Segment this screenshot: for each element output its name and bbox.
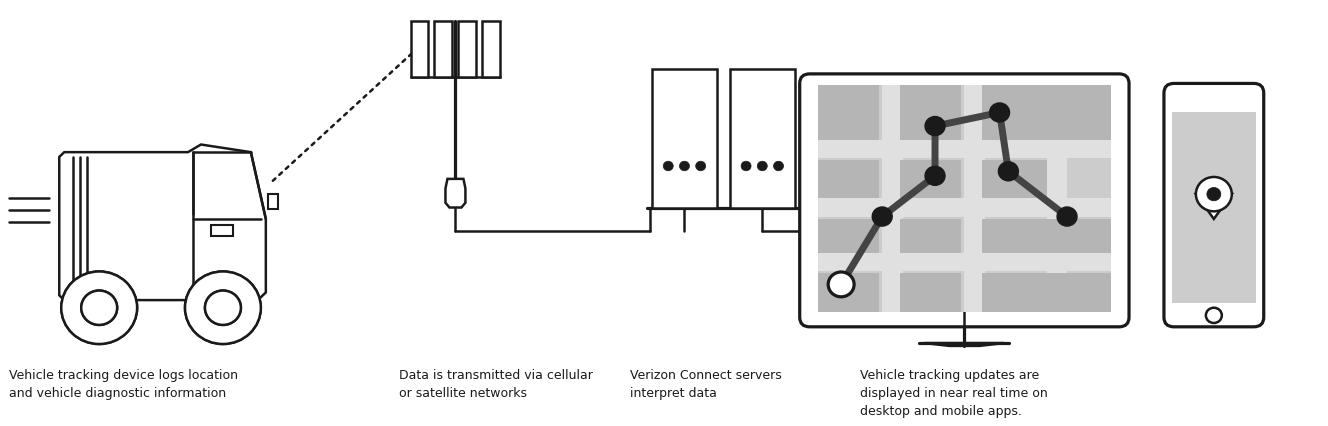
- Bar: [211, 225, 232, 236]
- Bar: [900, 161, 961, 199]
- Circle shape: [741, 162, 752, 171]
- Polygon shape: [1197, 195, 1232, 219]
- Bar: [818, 219, 879, 253]
- Bar: [1046, 86, 1068, 312]
- Bar: [882, 86, 903, 312]
- Circle shape: [872, 207, 892, 227]
- Circle shape: [205, 291, 240, 325]
- Bar: [981, 161, 1046, 199]
- FancyBboxPatch shape: [1163, 84, 1264, 327]
- Bar: [1171, 113, 1256, 303]
- Circle shape: [757, 162, 768, 171]
- FancyBboxPatch shape: [799, 75, 1129, 327]
- Circle shape: [663, 162, 673, 171]
- Circle shape: [205, 291, 240, 325]
- Circle shape: [81, 291, 117, 325]
- Circle shape: [61, 272, 137, 344]
- Polygon shape: [60, 145, 266, 300]
- Circle shape: [1206, 308, 1222, 323]
- Circle shape: [696, 162, 705, 171]
- Circle shape: [829, 272, 854, 297]
- Circle shape: [999, 162, 1019, 181]
- Circle shape: [81, 291, 117, 325]
- Bar: [818, 253, 1112, 271]
- Circle shape: [926, 117, 946, 136]
- Circle shape: [680, 162, 689, 171]
- Bar: [818, 199, 1112, 217]
- Bar: [652, 70, 717, 208]
- Circle shape: [61, 272, 137, 344]
- Bar: [410, 22, 429, 78]
- Circle shape: [185, 272, 260, 344]
- Bar: [458, 22, 477, 78]
- Circle shape: [185, 272, 260, 344]
- Bar: [268, 195, 278, 210]
- Bar: [818, 273, 879, 312]
- Circle shape: [926, 167, 946, 186]
- Bar: [434, 22, 453, 78]
- Bar: [818, 86, 879, 140]
- Circle shape: [1057, 207, 1077, 227]
- Bar: [981, 219, 1112, 253]
- Circle shape: [1207, 188, 1220, 201]
- Circle shape: [1197, 178, 1232, 212]
- Text: Vehicle tracking updates are
displayed in near real time on
desktop and mobile a: Vehicle tracking updates are displayed i…: [859, 368, 1048, 417]
- Bar: [730, 70, 794, 208]
- Bar: [964, 86, 985, 312]
- Bar: [900, 219, 961, 253]
- Circle shape: [989, 104, 1009, 123]
- Text: Vehicle tracking device logs location
and vehicle diagnostic information: Vehicle tracking device logs location an…: [9, 368, 238, 399]
- Polygon shape: [445, 179, 465, 208]
- Text: Verizon Connect servers
interpret data: Verizon Connect servers interpret data: [629, 368, 782, 399]
- Bar: [482, 22, 501, 78]
- Bar: [818, 86, 1112, 312]
- Polygon shape: [924, 343, 1004, 346]
- Circle shape: [773, 162, 784, 171]
- Bar: [818, 140, 1112, 158]
- Bar: [900, 86, 961, 140]
- Bar: [900, 273, 961, 312]
- Bar: [981, 273, 1112, 312]
- Bar: [981, 86, 1112, 140]
- Bar: [818, 161, 879, 199]
- Text: Data is transmitted via cellular
or satellite networks: Data is transmitted via cellular or sate…: [398, 368, 592, 399]
